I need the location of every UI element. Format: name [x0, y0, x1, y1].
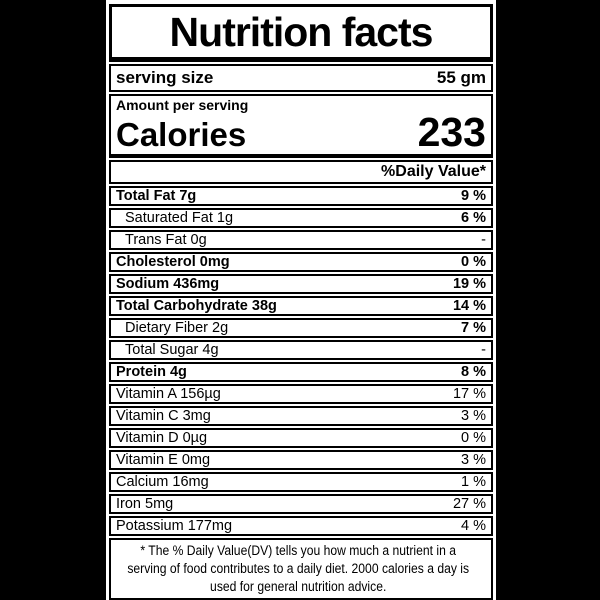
nutrient-name: Cholesterol 0mg	[116, 253, 230, 270]
nutrient-name: Total Sugar 4g	[125, 341, 219, 358]
nutrient-name: Total Fat 7g	[116, 187, 197, 204]
nutrient-value: 27 %	[452, 495, 486, 512]
nutrient-value: 4 %	[461, 517, 486, 534]
calories-section: Amount per serving Calories 233	[109, 94, 493, 158]
footnote: * The % Daily Value(DV) tells you how mu…	[109, 538, 493, 600]
footnote-line: used for general nutrition advice.	[210, 579, 387, 594]
nutrition-facts-label: Nutrition facts serving size 55 gm Amoun…	[104, 0, 498, 600]
nutrient-name: Trans Fat 0g	[125, 231, 207, 248]
serving-size-row: serving size 55 gm	[109, 64, 493, 92]
serving-size-value: 55 gm	[436, 68, 486, 87]
nutrient-value: 1 %	[461, 473, 486, 490]
nutrient-rows: Total Fat 7g 9 % Saturated Fat 1g 6 % Trans …	[109, 186, 493, 536]
nutrient-value: 8 %	[461, 363, 486, 380]
nutrient-row: Total Fat 7g 9 %	[109, 186, 493, 206]
footnote-line: serving of food contributes to a daily d…	[127, 561, 470, 576]
nutrient-row: Sodium 436mg 19 %	[109, 274, 493, 294]
nutrient-name: Protein 4g	[116, 363, 187, 380]
nutrient-row: Trans Fat 0g -	[109, 230, 493, 250]
nutrient-value: 9 %	[461, 187, 486, 204]
nutrient-value: 0 %	[461, 429, 486, 446]
nutrient-row: Vitamin E 0mg 3 %	[109, 450, 493, 470]
footnote-line: * The % Daily Value(DV) tells you how mu…	[140, 543, 456, 558]
daily-value-heading: %Daily Value*	[109, 160, 493, 184]
nutrient-row: Potassium 177mg 4 %	[109, 516, 493, 536]
nutrient-value: 14 %	[452, 297, 486, 314]
nutrient-row: Vitamin A 156µg 17 %	[109, 384, 493, 404]
calories-label: Calories	[116, 116, 247, 153]
nutrient-row: Vitamin C 3mg 3 %	[109, 406, 493, 426]
nutrient-row: Cholesterol 0mg 0 %	[109, 252, 493, 272]
nutrient-value: 3 %	[461, 451, 486, 468]
nutrient-row: Calcium 16mg 1 %	[109, 472, 493, 492]
nutrient-value: 3 %	[461, 407, 486, 424]
nutrient-value: -	[481, 231, 486, 248]
nutrient-row: Total Carbohydrate 38g 14 %	[109, 296, 493, 316]
nutrient-name: Total Carbohydrate 38g	[116, 297, 277, 314]
nutrient-value: 0 %	[461, 253, 486, 270]
nutrient-name: Saturated Fat 1g	[125, 209, 234, 226]
nutrient-value: 17 %	[452, 385, 486, 402]
nutrient-row: Iron 5mg 27 %	[109, 494, 493, 514]
nutrient-value: 7 %	[461, 319, 486, 336]
nutrient-name: Vitamin D 0µg	[116, 429, 208, 446]
nutrient-row: Vitamin D 0µg 0 %	[109, 428, 493, 448]
nutrient-row: Protein 4g 8 %	[109, 362, 493, 382]
nutrient-value: 19 %	[452, 275, 486, 292]
nutrient-name: Potassium 177mg	[116, 517, 233, 534]
nutrient-value: 6 %	[461, 209, 486, 226]
label-title: Nutrition facts	[109, 4, 493, 62]
nutrient-name: Dietary Fiber 2g	[125, 319, 229, 336]
nutrient-row: Dietary Fiber 2g 7 %	[109, 318, 493, 338]
nutrient-row: Total Sugar 4g -	[109, 340, 493, 360]
calories-value: 233	[417, 109, 486, 155]
nutrient-name: Sodium 436mg	[116, 275, 220, 292]
nutrient-name: Iron 5mg	[116, 495, 174, 512]
nutrient-row: Saturated Fat 1g 6 %	[109, 208, 493, 228]
nutrient-name: Vitamin C 3mg	[116, 407, 211, 424]
nutrient-name: Calcium 16mg	[116, 473, 209, 490]
amount-per-serving-heading: Amount per serving	[116, 97, 249, 113]
nutrient-name: Vitamin E 0mg	[116, 451, 211, 468]
serving-size-label: serving size	[116, 68, 214, 87]
nutrient-value: -	[481, 341, 486, 358]
calories-row: Calories 233	[116, 109, 486, 155]
nutrient-name: Vitamin A 156µg	[116, 385, 221, 402]
